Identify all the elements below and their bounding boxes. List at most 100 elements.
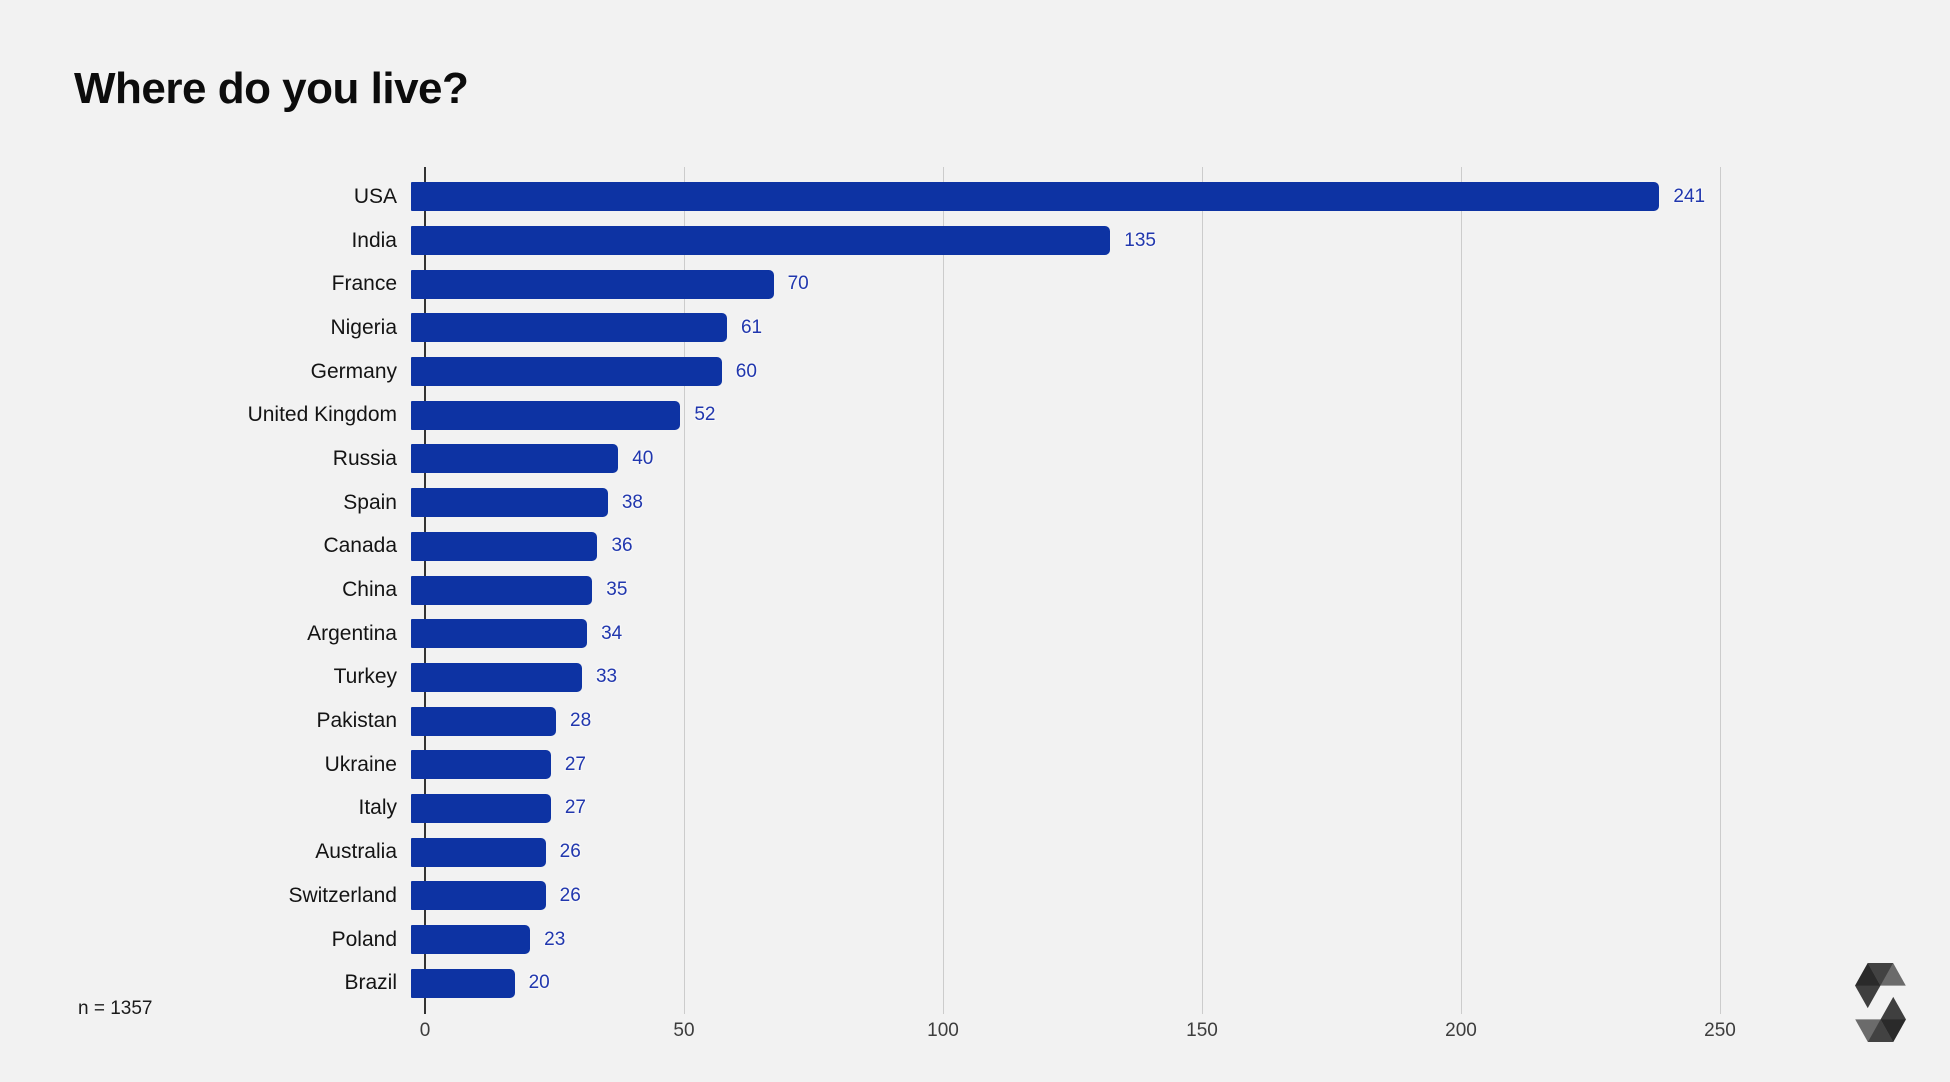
bar-value-italy: 27: [564, 797, 586, 819]
bar-row-switzerland: Switzerland 26: [0, 874, 1890, 918]
category-label-switzerland: Switzerland: [288, 883, 397, 907]
bar-track-india: 135: [411, 219, 1890, 263]
bar-row-ukraine: Ukraine 27: [0, 743, 1890, 787]
bar-track-germany: 60: [411, 350, 1890, 394]
bar-turkey: [411, 662, 582, 692]
bar-row-poland: Poland 23: [0, 918, 1890, 962]
bar-italy: [411, 793, 551, 823]
bar-value-united-kingdom: 52: [694, 404, 716, 426]
category-label-nigeria: Nigeria: [330, 315, 397, 339]
bar-china: [411, 575, 593, 605]
category-label-germany: Germany: [310, 359, 397, 383]
category-label-poland: Poland: [331, 927, 397, 951]
bar-brazil: [411, 968, 515, 998]
bar-value-turkey: 33: [595, 666, 618, 688]
bar-row-spain: Spain 38: [0, 481, 1890, 525]
category-label-pakistan: Pakistan: [316, 709, 397, 733]
bar-value-spain: 38: [621, 491, 643, 513]
bar-track-nigeria: 61: [411, 306, 1890, 350]
bar-track-ukraine: 27: [411, 743, 1890, 787]
bar-track-australia: 26: [411, 830, 1890, 874]
bar-germany: [411, 357, 722, 387]
bar-ukraine: [411, 750, 551, 780]
bar-track-canada: 36: [411, 525, 1890, 569]
x-tick-label-150: 150: [1186, 1020, 1218, 1041]
bar-row-usa: USA 241: [0, 175, 1890, 219]
bar-track-united-kingdom: 52: [411, 393, 1890, 437]
bar-track-usa: 241: [411, 175, 1890, 219]
bar-track-pakistan: 28: [411, 699, 1890, 743]
solidity-logo-icon: [1855, 963, 1906, 1042]
bar-row-brazil: Brazil 20: [0, 961, 1890, 1005]
bar-value-switzerland: 26: [559, 884, 581, 906]
category-label-china: China: [342, 578, 397, 602]
bar-row-argentina: Argentina 34: [0, 612, 1890, 656]
x-tick-label-50: 50: [673, 1020, 695, 1041]
bar-switzerland: [411, 881, 546, 911]
category-label-italy: Italy: [358, 796, 397, 820]
x-axis-tick-labels: 0 50 100 150 200 250: [420, 1020, 1805, 1044]
bar-row-china: China 35: [0, 568, 1890, 612]
category-label-russia: Russia: [332, 446, 397, 470]
category-label-spain: Spain: [343, 490, 397, 514]
bar-value-china: 35: [606, 579, 628, 601]
category-label-argentina: Argentina: [307, 621, 397, 645]
bar-track-poland: 23: [411, 918, 1890, 962]
bar-russia: [411, 444, 619, 474]
bar-value-brazil: 20: [528, 972, 550, 994]
bar-track-switzerland: 26: [411, 874, 1890, 918]
bar-row-france: France 70: [0, 262, 1890, 306]
bar-france: [411, 269, 774, 299]
category-label-canada: Canada: [323, 534, 397, 558]
bar-poland: [411, 925, 531, 955]
bar-row-australia: Australia 26: [0, 830, 1890, 874]
bar-row-india: India 135: [0, 219, 1890, 263]
bar-value-france: 70: [787, 273, 809, 295]
bar-value-argentina: 34: [601, 622, 623, 644]
bar-spain: [411, 488, 608, 518]
x-tick-label-200: 200: [1445, 1020, 1477, 1041]
bar-track-spain: 38: [411, 481, 1890, 525]
bar-rows: USA 241 India 135 France 70 Nigeria 61 Germany 60…: [0, 175, 1890, 1005]
bar-row-nigeria: Nigeria 61: [0, 306, 1890, 350]
bar-value-canada: 36: [611, 535, 633, 557]
bar-canada: [411, 531, 598, 561]
category-label-ukraine: Ukraine: [324, 752, 397, 776]
bar-row-italy: Italy 27: [0, 787, 1890, 831]
bar-nigeria: [411, 313, 727, 343]
chart-title: Where do you live?: [74, 64, 469, 113]
bar-track-brazil: 20: [411, 961, 1890, 1005]
bar-value-india: 135: [1124, 229, 1156, 251]
category-label-australia: Australia: [315, 840, 397, 864]
category-label-brazil: Brazil: [344, 971, 397, 995]
bar-track-france: 70: [411, 262, 1890, 306]
category-label-turkey: Turkey: [333, 665, 397, 689]
bar-value-australia: 26: [559, 841, 581, 863]
bar-track-china: 35: [411, 568, 1890, 612]
bar-row-germany: Germany 60: [0, 350, 1890, 394]
bar-value-russia: 40: [632, 447, 654, 469]
bar-row-canada: Canada 36: [0, 525, 1890, 569]
category-label-united-kingdom: United Kingdom: [247, 403, 397, 427]
bar-track-turkey: 33: [411, 656, 1890, 700]
bar-value-ukraine: 27: [564, 753, 586, 775]
bar-value-nigeria: 61: [740, 316, 763, 338]
x-tick-label-0: 0: [419, 1020, 431, 1041]
bar-row-russia: Russia 40: [0, 437, 1890, 481]
bar-pakistan: [411, 706, 557, 736]
sample-size-note: n = 1357: [78, 998, 153, 1019]
bar-row-united-kingdom: United Kingdom 52: [0, 393, 1890, 437]
bar-value-pakistan: 28: [570, 710, 592, 732]
bar-argentina: [411, 619, 588, 649]
x-tick-label-250: 250: [1704, 1020, 1736, 1041]
bar-india: [411, 226, 1111, 256]
bar-track-argentina: 34: [411, 612, 1890, 656]
bar-value-poland: 23: [544, 928, 566, 950]
bar-track-russia: 40: [411, 437, 1890, 481]
category-label-france: France: [331, 272, 397, 296]
category-label-usa: USA: [353, 184, 397, 208]
bar-usa: [411, 182, 1660, 212]
bar-value-germany: 60: [735, 360, 757, 382]
bar-australia: [411, 837, 546, 867]
